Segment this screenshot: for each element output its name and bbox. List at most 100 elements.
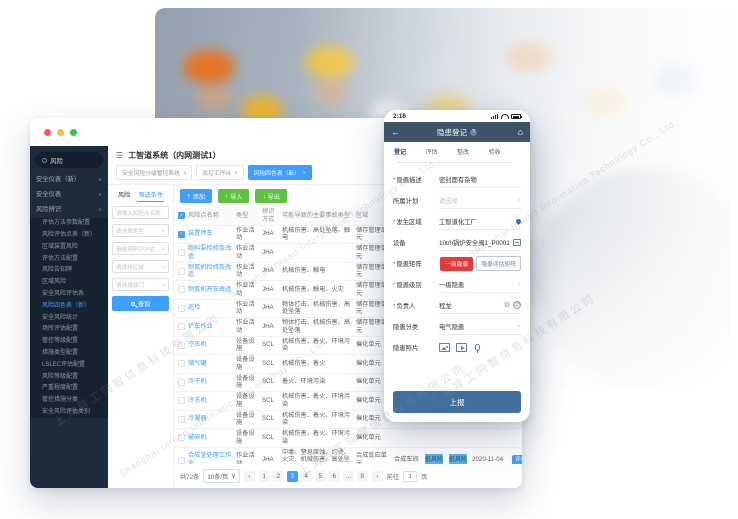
gear-icon[interactable]: ⚙ [503,302,510,309]
page-number-button[interactable]: 1 [258,470,270,482]
jump-page-input[interactable]: 1 [403,470,418,482]
matrix-level-button[interactable]: 一级隐患 [440,256,474,271]
prev-page-button[interactable]: ‹ [243,470,255,482]
sidebar-item[interactable]: 评估方法参数配置 [30,217,108,230]
page-number-button[interactable]: 4 [300,470,312,482]
sidebar-item[interactable]: 风险评估点表（新） [30,229,108,242]
image-upload-icon[interactable] [439,343,450,352]
risk-point-link[interactable]: 冷干机 [188,378,207,386]
sidebar-item[interactable]: 措施类型配置 [30,347,108,360]
page-number-button[interactable]: 3 [286,470,298,482]
tab-chip-caret-icon[interactable]: × [302,170,306,175]
step-label[interactable]: 验收 [488,150,501,156]
sidebar-item[interactable]: 安全仪表 ∨ [30,188,108,203]
select-all-checkbox[interactable] [178,212,185,220]
step-label[interactable]: 评估 [425,150,438,156]
sidebar-item[interactable]: 管控措施分类 [30,394,108,407]
panel-tab-risk[interactable]: 风险 [117,192,131,199]
sidebar-item[interactable]: 风险辨识 ∧ [30,203,108,218]
search-button[interactable]: 查询 [112,296,169,311]
import-button[interactable]: ↑ 导入 [218,189,250,203]
hamburger-menu-icon[interactable]: ☰ [116,151,124,160]
sidebar-item[interactable]: 安全风险评估表 [30,288,108,301]
sidebar-item[interactable]: 评估方法配置 [30,253,108,265]
maximize-window-icon[interactable] [70,128,77,136]
row-checkbox[interactable] [178,286,185,294]
row-checkbox[interactable] [178,323,185,331]
filter-field[interactable]: 请输入风险点名称 [112,206,169,219]
home-icon[interactable]: ⌂ [517,127,523,137]
description-input[interactable]: 密封面有杂物 [439,172,521,188]
risk-point-link[interactable]: 巡检 [188,304,201,312]
page-number-button[interactable]: 8 [356,470,368,482]
step-label[interactable]: 整改 [457,150,470,156]
risk-point-link[interactable]: 制氮机开车改造 [188,285,232,293]
page-size-select[interactable]: 10条/页 ∨ [203,469,240,483]
filter-field[interactable]: 请选择辨识方式 ∨ [112,242,169,255]
qr-scan-icon[interactable] [513,238,521,246]
row-checkbox[interactable] [178,304,185,312]
page-number-button[interactable]: 5 [314,470,326,482]
risk-point-link[interactable]: 铲车作业 [188,322,213,330]
level-select[interactable]: 一级隐患 ∨ [439,277,521,293]
plan-select[interactable]: 请选择 ∨ [439,193,521,209]
sidebar-item[interactable]: 风险等级配置 [30,370,108,383]
sidebar-item[interactable]: 区域装置风险 [30,241,108,254]
row-checkbox[interactable] [178,249,185,257]
risk-point-link[interactable]: 装置停车 [188,230,213,238]
tab-chip-caret-icon[interactable]: ∨ [182,169,187,175]
row-checkbox[interactable] [178,267,185,275]
tab-chip[interactable]: 双控工作台 ∨ [196,165,244,180]
risk-point-link[interactable]: 储气罐 [188,359,207,367]
export-button[interactable]: ↓ 导出 [255,189,287,203]
risk-point-link[interactable]: 物料泵检修及改造 [188,245,232,260]
page-number-button[interactable]: 2 [272,470,284,482]
location-pin-icon[interactable] [514,217,523,225]
row-checkbox[interactable] [178,415,185,423]
minimize-window-icon[interactable] [57,128,64,136]
device-picker[interactable]: 10t/h锅炉安全阀1_P0001 [439,235,521,251]
next-page-button[interactable]: › [371,470,383,482]
audio-upload-icon[interactable] [475,344,480,353]
row-checkbox[interactable] [178,230,185,238]
tab-chip[interactable]: 风险四色表（新） × [247,165,312,180]
help-badge-icon[interactable]: ? [470,128,477,136]
tab-chip[interactable]: 安全风险分级管控系统 ∨ [116,165,193,180]
sidebar-item[interactable]: 严重程度配置 [30,382,108,395]
panel-tab-filter[interactable]: 筛选条件 [137,188,165,202]
risk-point-link[interactable]: 合成釜处理工作业 [188,452,232,464]
risk-point-link[interactable]: 破碎机 [188,433,207,441]
sidebar-item[interactable]: 安全风险评估类别 [30,406,108,419]
risk-point-link[interactable]: 冷凝器 [188,415,207,423]
filter-field[interactable]: 请选择部门 ∨ [112,278,169,291]
area-picker[interactable]: 工智道化工厂 [439,214,523,230]
category-select[interactable]: 电气隐患 ∨ [439,319,521,335]
filter-field[interactable]: 请选择区域 ∨ [112,260,169,273]
risk-point-link[interactable]: 冷冻机 [188,396,207,404]
owner-picker[interactable]: 程龙 ⚙ @ [439,298,521,314]
row-checkbox[interactable] [178,378,185,386]
row-action-button[interactable]: 评估 [512,455,522,464]
filter-field[interactable]: 请选择类型 ∨ [112,224,169,237]
sidebar-item[interactable]: 场所评估配置 [30,323,108,336]
row-checkbox[interactable] [178,456,185,464]
submit-button[interactable]: 上报 [393,391,521,413]
sidebar-item-risk[interactable]: 风险 [35,152,103,168]
page-number-button[interactable]: 6 [328,470,340,482]
page-number-button[interactable]: … [342,470,354,482]
row-checkbox[interactable] [178,434,185,442]
sidebar-item[interactable]: 管控等级配置 [30,335,108,348]
row-checkbox[interactable] [178,341,185,349]
sidebar-item[interactable]: 安全风险统计 [30,312,108,324]
sidebar-item[interactable]: LSLEC评估配置 [30,359,108,371]
add-button[interactable]: + 添加 [180,189,212,203]
step-label[interactable]: 登记 [394,150,407,156]
row-checkbox[interactable] [178,360,185,368]
risk-point-link[interactable]: 制氮机检修及改造 [188,263,232,279]
back-arrow-icon[interactable]: ← [391,127,400,137]
sidebar-item[interactable]: 风险告知牌 [30,264,108,277]
close-window-icon[interactable] [44,128,51,136]
tab-chip-caret-icon[interactable]: ∨ [234,169,238,175]
sidebar-item[interactable]: 安全仪表（新） ∨ [30,173,108,188]
sidebar-item[interactable]: 区域风险 [30,276,108,289]
